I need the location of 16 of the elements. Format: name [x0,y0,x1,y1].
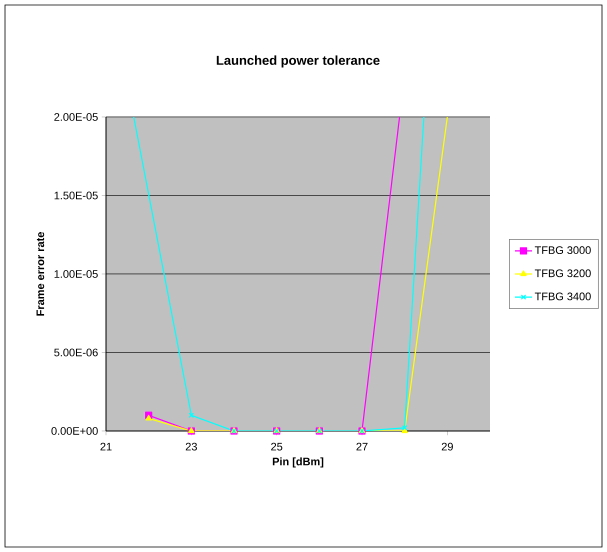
y-tick-label: 2.00E-05 [54,113,98,121]
x-tick-label: 21 [100,442,112,450]
legend-label: TFBG 3200 [534,269,591,278]
legend-label: TFBG 3000 [534,246,591,254]
y-axis-title: Frame error rate [36,232,44,316]
y-tick-label: 1.50E-05 [54,192,98,200]
x-tick-label: 29 [442,442,453,451]
x-tick-label: 23 [186,442,197,451]
x-tick-label: 27 [356,442,368,450]
x-axis-title: Pin [dBm] [272,457,324,468]
chart-title: Launched power tolerance [216,55,380,68]
legend-label: TFBG 3400 [534,292,591,300]
y-tick-label: 5.00E-06 [54,348,98,356]
y-tick-label: 0.00E+00 [51,427,98,435]
y-tick-label: 1.00E-05 [54,270,98,278]
x-tick-label: 25 [271,442,282,451]
